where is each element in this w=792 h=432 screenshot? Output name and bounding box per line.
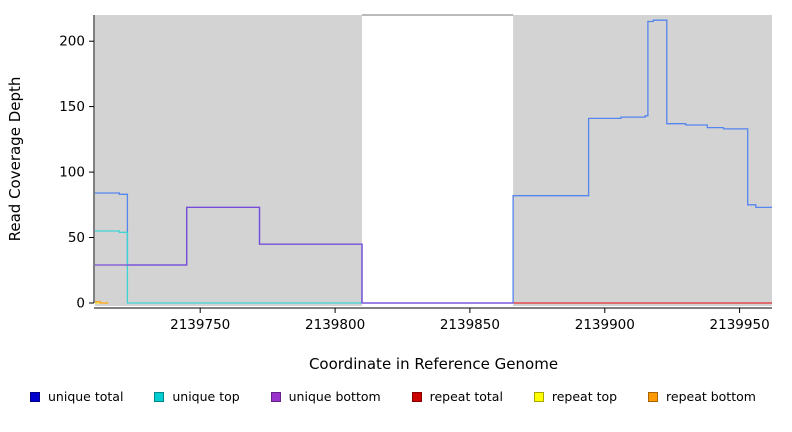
legend-swatch — [533, 391, 544, 402]
legend-item-unique-top: unique top — [154, 389, 240, 404]
y-tick-label: 50 — [68, 230, 85, 246]
x-tick-label: 2139800 — [305, 317, 365, 333]
x-tick-label: 2139900 — [575, 317, 635, 333]
x-tick-label: 2139750 — [170, 317, 230, 333]
legend-item-repeat-top: repeat top — [533, 389, 618, 404]
legend-swatch — [270, 391, 281, 402]
legend-item-label: repeat total — [429, 389, 503, 404]
legend-item-repeat-total: repeat total — [411, 389, 503, 404]
series-repeat-bottom — [95, 301, 109, 304]
legend-item-label: unique bottom — [288, 389, 381, 404]
y-tick-label: 200 — [59, 34, 85, 50]
shaded-region — [95, 15, 362, 306]
legend-swatch — [154, 391, 165, 402]
legend: unique total unique top unique bottom repea… — [0, 389, 792, 404]
y-tick-label: 0 — [76, 296, 85, 312]
legend-item-label: repeat top — [551, 389, 618, 404]
series-unique-bottom — [95, 206, 514, 304]
legend-item-repeat-bottom: repeat bottom — [648, 389, 756, 404]
legend-item-label: unique top — [172, 389, 240, 404]
shaded-region — [513, 15, 772, 306]
legend-swatch — [648, 391, 659, 402]
series-unique-top — [95, 230, 362, 304]
x-tick-label: 2139850 — [440, 317, 500, 333]
y-axis-label: Read Coverage Depth — [6, 77, 24, 242]
coverage-plot: 2139750 2139800 2139850 2139900 2139950 0 50 10… — [6, 14, 772, 333]
y-tick-label: 150 — [59, 99, 85, 115]
legend-item-unique-bottom: unique bottom — [270, 389, 381, 404]
y-tick-label: 100 — [59, 165, 85, 181]
x-tick-label: 2139950 — [710, 317, 770, 333]
x-axis-label: Coordinate in Reference Genome — [308, 355, 559, 373]
legend-item-label: repeat bottom — [666, 389, 756, 404]
legend-swatch — [30, 391, 40, 402]
legend-swatch — [411, 391, 422, 402]
legend-item-label: unique total — [48, 389, 124, 404]
legend-item-unique-total: unique total — [30, 389, 123, 404]
